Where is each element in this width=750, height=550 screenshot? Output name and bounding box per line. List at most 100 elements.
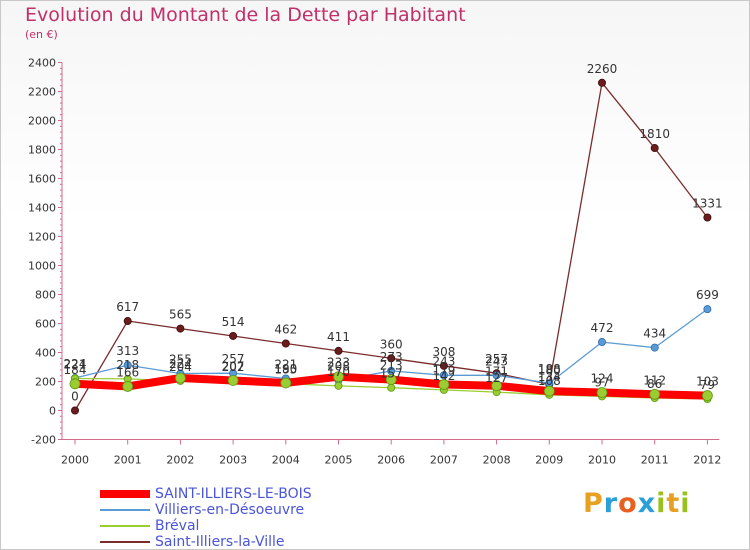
data-label: 207 xyxy=(222,359,245,373)
data-point xyxy=(650,144,659,153)
data-point xyxy=(598,338,607,347)
data-label: 166 xyxy=(116,365,139,379)
legend-label: Villiers-en-Désoeuvre xyxy=(155,502,305,518)
y-tick-label: 2200 xyxy=(28,86,56,99)
data-point xyxy=(703,213,712,222)
data-label: 218 xyxy=(116,358,139,372)
x-tick-label: 2003 xyxy=(219,454,247,467)
data-label: 243 xyxy=(485,354,508,368)
legend-swatch xyxy=(100,525,150,527)
data-point xyxy=(702,390,713,401)
data-label: 112 xyxy=(643,373,666,387)
data-label: 224 xyxy=(64,357,87,371)
data-point xyxy=(122,381,134,392)
data-point xyxy=(176,324,185,333)
data-label: 233 xyxy=(327,356,350,370)
data-point xyxy=(123,361,132,370)
data-point xyxy=(71,406,80,415)
data-label: 255 xyxy=(169,353,192,367)
logo-letter: i xyxy=(680,488,691,519)
data-label: 411 xyxy=(327,330,350,344)
data-point xyxy=(334,381,343,390)
logo-letter: x xyxy=(637,488,657,519)
x-tick-label: 2002 xyxy=(166,454,194,467)
y-tick-label: 1800 xyxy=(28,144,56,157)
data-label: 202 xyxy=(222,360,245,374)
data-label: 273 xyxy=(380,350,403,364)
data-label: 103 xyxy=(696,375,719,389)
data-point xyxy=(439,361,448,370)
data-point xyxy=(387,354,396,363)
x-tick-label: 2000 xyxy=(61,454,89,467)
data-label: 2260 xyxy=(587,62,618,76)
x-tick-label: 2008 xyxy=(483,454,511,467)
x-tick-label: 2012 xyxy=(693,454,721,467)
x-tick-label: 2005 xyxy=(325,454,353,467)
data-label: 180 xyxy=(538,363,561,377)
x-tick-label: 2011 xyxy=(641,454,669,467)
data-point xyxy=(703,305,712,314)
data-label: 124 xyxy=(591,372,614,386)
data-label: 108 xyxy=(538,374,561,388)
data-label: 308 xyxy=(432,345,455,359)
data-point xyxy=(385,374,397,386)
data-point xyxy=(334,346,343,355)
y-tick-label: 2000 xyxy=(28,115,56,128)
data-label: 185 xyxy=(274,363,297,377)
legend-label: SAINT-ILLIERS-LE-BOIS xyxy=(155,486,312,502)
data-point xyxy=(649,388,661,400)
data-label: 134 xyxy=(538,370,561,384)
y-tick-label: 1600 xyxy=(28,173,56,186)
legend-swatch xyxy=(100,509,150,511)
x-tick-label: 2004 xyxy=(272,454,300,467)
logo-letter: P xyxy=(583,488,604,519)
y-tick-label: 2400 xyxy=(28,57,56,70)
y-tick-label: 200 xyxy=(35,376,56,389)
y-tick-label: 1400 xyxy=(28,202,56,215)
data-point xyxy=(227,375,239,386)
legend-swatch xyxy=(100,490,150,498)
data-point xyxy=(229,331,238,340)
data-label: 179 xyxy=(432,364,455,378)
y-tick-label: 400 xyxy=(35,347,56,360)
legend-label: Bréval xyxy=(155,518,200,534)
data-label: 190 xyxy=(274,362,297,376)
data-point xyxy=(439,371,448,380)
data-point xyxy=(492,371,501,380)
chart-title: Evolution du Montant de la Dette par Hab… xyxy=(25,4,466,26)
data-label: 221 xyxy=(64,357,87,371)
x-tick-label: 2009 xyxy=(535,454,563,467)
data-label: 224 xyxy=(169,357,192,371)
data-label: 313 xyxy=(116,344,139,358)
data-label: 360 xyxy=(380,337,403,351)
data-point xyxy=(491,380,503,392)
data-label: 462 xyxy=(274,323,297,337)
data-label: 188 xyxy=(538,362,561,376)
line-chart: -200020040060080010001200140016001800200… xyxy=(28,57,723,467)
data-point xyxy=(543,385,555,397)
y-tick-label: 1000 xyxy=(28,260,56,273)
data-point xyxy=(281,339,290,348)
data-point xyxy=(280,377,292,389)
data-label: 79 xyxy=(700,378,715,392)
data-label: 204 xyxy=(169,360,192,374)
data-label: 565 xyxy=(169,308,192,322)
y-tick-label: -200 xyxy=(31,434,56,447)
x-tick-label: 2010 xyxy=(588,454,616,467)
data-label: 127 xyxy=(485,371,508,385)
data-label: 184 xyxy=(64,363,87,377)
proxiti-logo: Proxiti xyxy=(583,488,691,519)
data-label: 171 xyxy=(485,365,508,379)
x-tick-label: 2006 xyxy=(377,454,405,467)
logo-letter: t xyxy=(666,488,681,519)
data-label: 0 xyxy=(71,390,79,404)
data-point xyxy=(387,383,396,392)
x-tick-label: 2007 xyxy=(430,454,458,467)
data-point xyxy=(174,372,186,384)
data-label: 170 xyxy=(327,365,350,379)
logo-letter: i xyxy=(656,488,667,519)
y-tick-label: 800 xyxy=(35,289,56,302)
data-point xyxy=(438,379,450,390)
data-label: 699 xyxy=(696,288,719,302)
